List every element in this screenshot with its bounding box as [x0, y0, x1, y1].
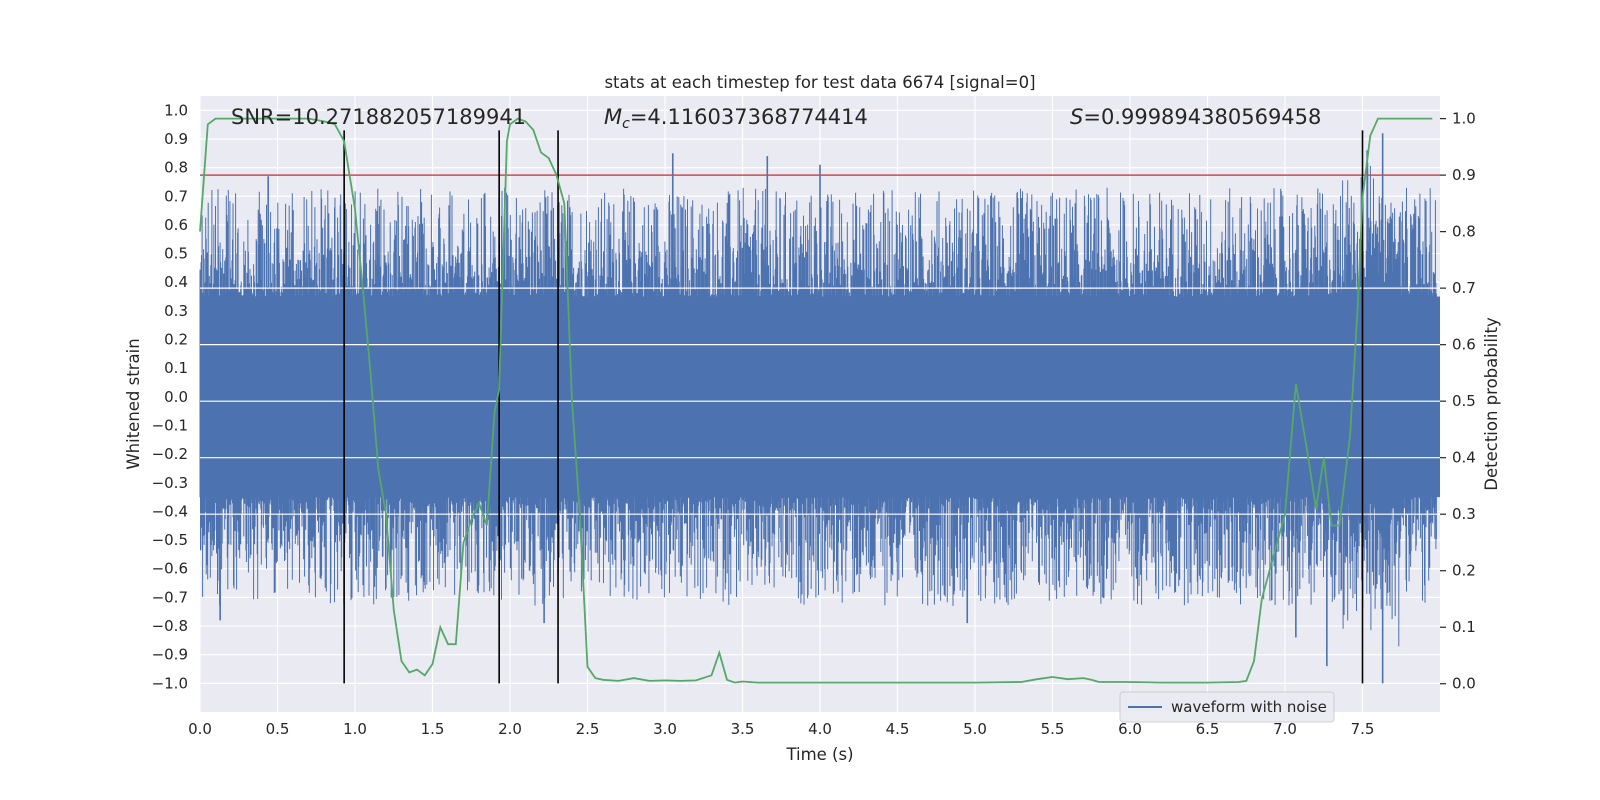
- legend: waveform with noise: [1119, 691, 1335, 723]
- overlays: [200, 130, 1440, 684]
- y2-axis-label: Detection probability: [1482, 317, 1501, 491]
- y-tick-label: 0.9: [164, 130, 188, 148]
- y-tick-label: −0.4: [152, 502, 188, 520]
- y2-tick-label: 0.5: [1452, 392, 1476, 410]
- x-tick-label: 4.0: [808, 720, 832, 738]
- y-tick-label: 0.6: [164, 216, 188, 234]
- x-tick-label: 1.0: [343, 720, 367, 738]
- y2-tick-label: 0.4: [1452, 449, 1476, 467]
- x-tick-label: 7.0: [1273, 720, 1297, 738]
- x-tick-label: 3.5: [731, 720, 755, 738]
- chirp-mass-symbol: M: [604, 105, 622, 129]
- y2-tick-label: 0.8: [1452, 223, 1476, 241]
- y-tick-label: 0.7: [164, 187, 188, 205]
- y-tick-label: 0.3: [164, 302, 188, 320]
- x-tick-label: 2.5: [576, 720, 600, 738]
- waveform-line: [199, 162, 1437, 647]
- x-tick-label: 0.5: [266, 720, 290, 738]
- s-annotation: S=0.999894380569458: [1070, 105, 1321, 129]
- detection-probability-series: [199, 117, 1433, 684]
- y2-tick-label: 0.6: [1452, 336, 1476, 354]
- x-tick-label: 6.5: [1196, 720, 1220, 738]
- y-tick-label: 0.0: [164, 388, 188, 406]
- y2-tick-label: 0.2: [1452, 562, 1476, 580]
- waveform-series: [199, 133, 1440, 684]
- y-tick-label: 0.2: [164, 331, 188, 349]
- s-symbol: S: [1070, 105, 1083, 129]
- legend-box: [1119, 691, 1335, 723]
- chart-title: stats at each timestep for test data 667…: [604, 73, 1035, 92]
- y-tick-label: 0.1: [164, 359, 188, 377]
- y2-tick-label: 1.0: [1452, 110, 1476, 128]
- y-tick-label: −0.8: [152, 617, 188, 635]
- x-tick-label: 1.5: [421, 720, 445, 738]
- probability-line: [199, 117, 1433, 684]
- legend-label: waveform with noise: [1171, 698, 1327, 716]
- x-tick-label: 7.5: [1351, 720, 1375, 738]
- y2-tick-label: 0.7: [1452, 279, 1476, 297]
- x-tick-label: 0.0: [188, 720, 212, 738]
- y2-axis-ticks: 0.0 0.1 0.2 0.3 0.4 0.5 0.6 0.7 0.8 0.9 1.0: [1440, 110, 1476, 693]
- x-tick-label: 4.5: [886, 720, 910, 738]
- y2-tick-label: 0.1: [1452, 618, 1476, 636]
- y-axis-label: Whitened strain: [124, 338, 143, 469]
- x-axis-label: Time (s): [785, 745, 853, 764]
- y-tick-label: 0.4: [164, 273, 188, 291]
- y-tick-label: −0.6: [152, 560, 188, 578]
- s-value: =0.999894380569458: [1083, 105, 1321, 129]
- y-tick-label: 1.0: [164, 101, 188, 119]
- y-tick-label: −0.2: [152, 445, 188, 463]
- y-tick-label: −0.1: [152, 416, 188, 434]
- chirp-mass-subscript: c: [622, 116, 630, 132]
- chirp-mass-annotation: Mc=4.116037368774414: [604, 105, 868, 132]
- x-tick-label: 3.0: [653, 720, 677, 738]
- x-tick-label: 5.5: [1041, 720, 1065, 738]
- y-tick-label: −0.7: [152, 588, 188, 606]
- y-tick-label: −0.3: [152, 474, 188, 492]
- y-tick-label: −0.5: [152, 531, 188, 549]
- x-tick-label: 6.0: [1118, 720, 1142, 738]
- y2-tick-label: 0.9: [1452, 166, 1476, 184]
- chirp-mass-value: =4.116037368774414: [630, 105, 868, 129]
- y2-tick-label: 0.0: [1452, 675, 1476, 693]
- x-tick-label: 5.0: [963, 720, 987, 738]
- y-tick-label: −1.0: [152, 674, 188, 692]
- y2-tick-label: 0.3: [1452, 505, 1476, 523]
- x-tick-label: 2.0: [498, 720, 522, 738]
- y-tick-label: −0.9: [152, 646, 188, 664]
- snr-annotation: SNR=10.271882057189941: [231, 105, 526, 129]
- y-tick-label: 0.5: [164, 245, 188, 263]
- y-axis-ticks: −1.0 −0.9 −0.8 −0.7 −0.6 −0.5 −0.4 −0.3 −0.2 −0.1…: [152, 101, 188, 692]
- x-axis-ticks: 0.0 0.5 1.0 1.5 2.0 2.5 3.0 3.5 4.0 4.5 5.0 5.5 6.0 6…: [188, 720, 1374, 738]
- y-tick-label: 0.8: [164, 159, 188, 177]
